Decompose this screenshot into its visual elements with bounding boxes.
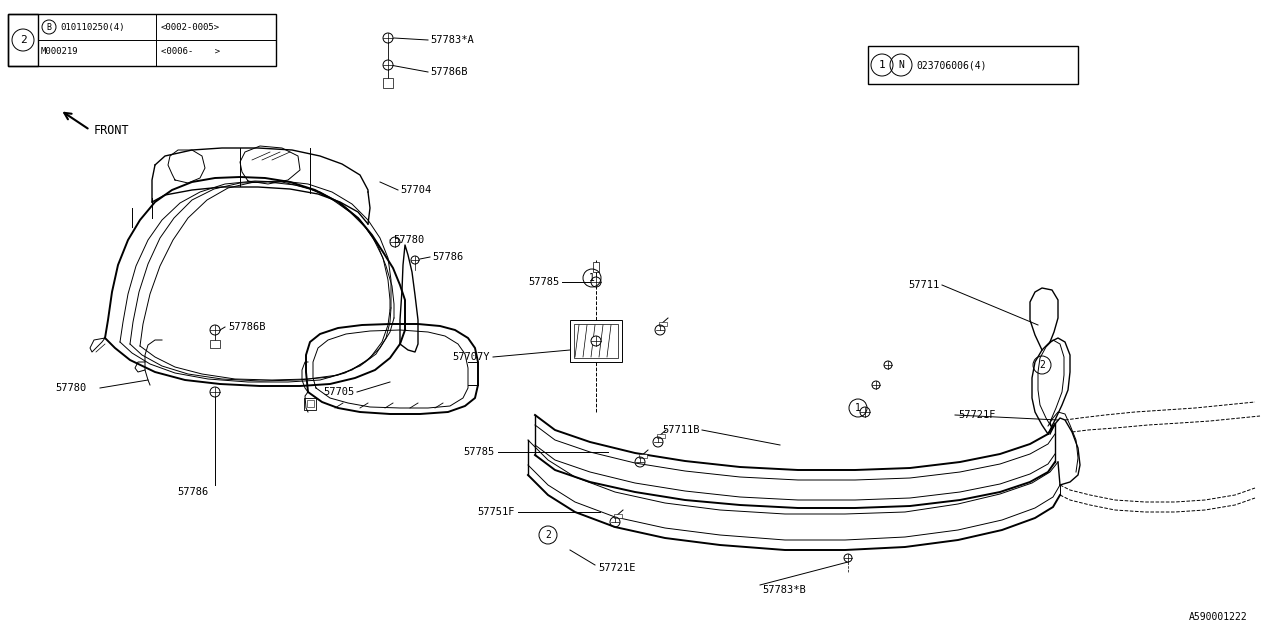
Text: 57786B: 57786B [430,67,467,77]
Circle shape [390,237,401,247]
Text: 023706006(4): 023706006(4) [916,60,987,70]
Bar [868,46,1078,84]
Text: 57711B: 57711B [663,425,700,435]
Text: 57721E: 57721E [598,563,635,573]
Text: 1: 1 [878,60,886,70]
Text: 2: 2 [545,530,550,540]
Text: 57704: 57704 [401,185,431,195]
Text: 57783*B: 57783*B [762,585,805,595]
Bar [659,322,667,326]
Text: B: B [46,22,51,31]
Text: 57783*A: 57783*A [430,35,474,45]
Bar [657,434,666,438]
Text: 57780: 57780 [393,235,424,245]
Circle shape [591,336,602,346]
Text: 57707Y: 57707Y [453,352,490,362]
Text: <0006-    >: <0006- > [161,47,220,56]
Text: 57785: 57785 [529,277,561,287]
Text: 010110250(4): 010110250(4) [60,22,124,31]
Bar [210,340,220,348]
Text: 2: 2 [19,35,27,45]
Bar [570,320,622,362]
Text: A590001222: A590001222 [1189,612,1248,622]
Text: M000219: M000219 [41,47,78,56]
Text: <0002-0005>: <0002-0005> [161,22,220,31]
Text: 1: 1 [589,273,595,283]
Text: 1: 1 [855,403,861,413]
Bar [573,324,618,358]
Bar [8,14,276,66]
Text: FRONT: FRONT [93,124,129,136]
Circle shape [860,407,870,417]
Circle shape [591,277,602,287]
Text: 57786: 57786 [178,487,209,497]
Text: 57751F: 57751F [477,507,515,517]
Bar [305,398,316,410]
Circle shape [383,33,393,43]
Bar [307,400,314,407]
Circle shape [844,554,852,562]
Text: 57705: 57705 [324,387,355,397]
Text: 57785: 57785 [463,447,495,457]
Bar [639,454,646,458]
Text: 57711: 57711 [909,280,940,290]
Bar [593,262,599,272]
Circle shape [872,381,881,389]
Circle shape [210,325,220,335]
Circle shape [383,60,393,70]
Text: 57780: 57780 [55,383,86,393]
Text: 57786: 57786 [433,252,463,262]
Bar [614,514,622,518]
Text: 57721F: 57721F [957,410,996,420]
Bar [383,78,393,88]
Circle shape [411,256,419,264]
Circle shape [884,361,892,369]
Circle shape [210,387,220,397]
Text: 2: 2 [1039,360,1044,370]
Text: 57786B: 57786B [228,322,265,332]
Text: N: N [899,60,904,70]
Bar [8,14,38,66]
